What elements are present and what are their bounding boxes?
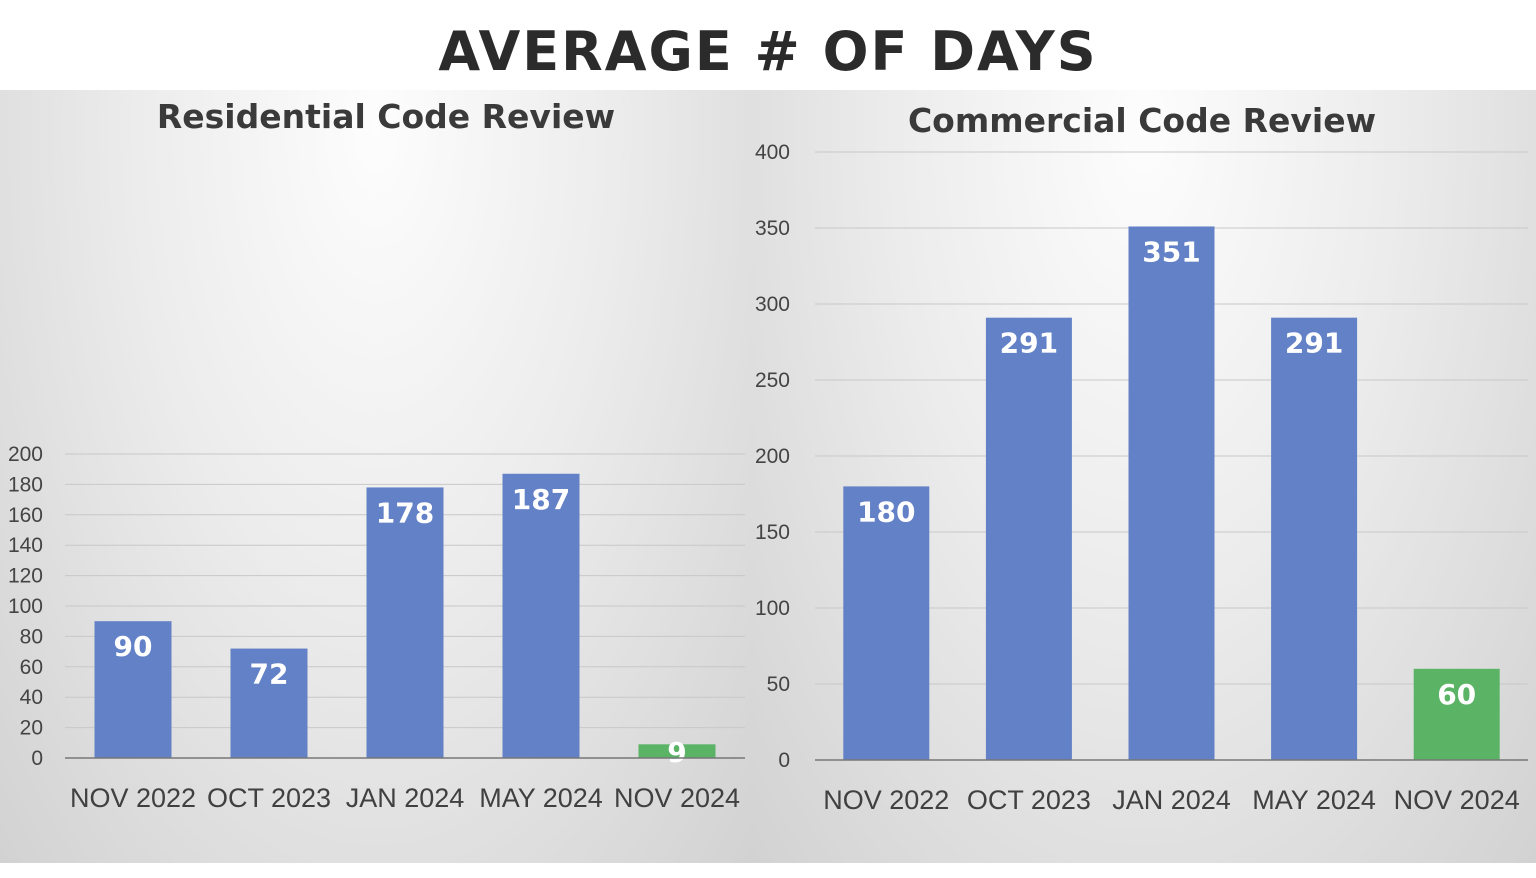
bar bbox=[1413, 668, 1500, 760]
data-label: 9 bbox=[667, 736, 686, 769]
y-tick-label: 180 bbox=[8, 473, 43, 496]
data-label: 180 bbox=[857, 495, 915, 528]
chart-title: Commercial Code Review bbox=[908, 101, 1376, 140]
chart-title: Residential Code Review bbox=[157, 97, 615, 136]
data-label: 291 bbox=[1000, 327, 1058, 360]
y-tick-label: 150 bbox=[755, 521, 790, 544]
y-tick-label: 400 bbox=[755, 141, 790, 164]
x-category-label: OCT 2023 bbox=[207, 783, 331, 813]
y-tick-label: 140 bbox=[8, 534, 43, 557]
x-category-label: NOV 2022 bbox=[70, 783, 196, 813]
commercial-chart-panel: Commercial Code Review 0 50 100 150 200 250 300… bbox=[752, 90, 1536, 863]
data-label: 178 bbox=[376, 496, 434, 529]
residential-chart: Residential Code Review 0 20 40 60 80 100 120 14… bbox=[8, 97, 745, 813]
bar bbox=[1271, 317, 1358, 760]
y-tick-label: 250 bbox=[755, 369, 790, 392]
y-tick-label: 350 bbox=[755, 217, 790, 240]
x-category-label: NOV 2024 bbox=[1394, 785, 1520, 815]
data-label: 90 bbox=[114, 630, 153, 663]
data-label: 291 bbox=[1285, 327, 1343, 360]
bar bbox=[1128, 226, 1215, 761]
y-tick-label: 200 bbox=[755, 445, 790, 468]
x-category-label: NOV 2024 bbox=[614, 783, 740, 813]
x-category-label: JAN 2024 bbox=[1112, 785, 1231, 815]
bar bbox=[985, 317, 1072, 760]
y-tick-label: 0 bbox=[31, 747, 43, 770]
y-tick-label: 60 bbox=[20, 656, 43, 679]
y-tick-label: 120 bbox=[8, 565, 43, 588]
bar bbox=[638, 744, 716, 758]
y-tick-label: 160 bbox=[8, 504, 43, 527]
data-label: 60 bbox=[1437, 678, 1476, 711]
y-tick-label: 100 bbox=[755, 597, 790, 620]
bar bbox=[843, 486, 930, 760]
y-tick-label: 0 bbox=[778, 749, 790, 772]
y-tick-label: 20 bbox=[20, 717, 43, 740]
data-label: 72 bbox=[250, 658, 289, 691]
bar bbox=[366, 487, 444, 758]
data-label: 351 bbox=[1142, 235, 1200, 268]
data-label: 187 bbox=[512, 483, 570, 516]
y-tick-label: 200 bbox=[8, 443, 43, 466]
y-tick-label: 100 bbox=[8, 595, 43, 618]
bar bbox=[94, 621, 172, 758]
x-category-label: JAN 2024 bbox=[346, 783, 465, 813]
residential-chart-panel: Residential Code Review 0 20 40 60 80 100 120 14… bbox=[0, 90, 752, 863]
x-category-label: MAY 2024 bbox=[1252, 785, 1376, 815]
x-category-label: MAY 2024 bbox=[479, 783, 603, 813]
y-tick-label: 50 bbox=[767, 673, 790, 696]
main-title: AVERAGE # OF DAYS bbox=[438, 20, 1098, 83]
y-tick-label: 40 bbox=[20, 686, 43, 709]
y-tick-label: 300 bbox=[755, 293, 790, 316]
x-category-label: NOV 2022 bbox=[823, 785, 949, 815]
bar bbox=[502, 473, 580, 758]
commercial-chart: Commercial Code Review 0 50 100 150 200 250 300… bbox=[755, 101, 1528, 815]
y-tick-label: 80 bbox=[20, 625, 43, 648]
x-category-label: OCT 2023 bbox=[967, 785, 1091, 815]
bar bbox=[230, 648, 308, 758]
